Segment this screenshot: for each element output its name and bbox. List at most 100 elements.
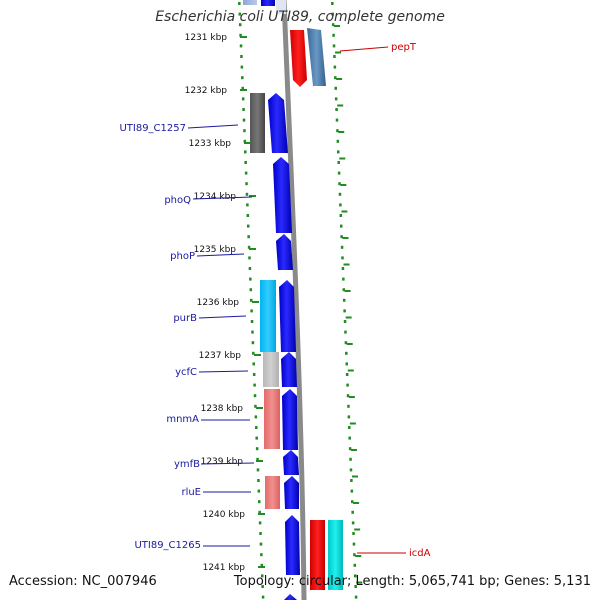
gene-label: rluE: [181, 487, 201, 498]
ruler-tick: [335, 108, 338, 111]
ruler-label: 1236 kbp: [197, 298, 240, 308]
ruler-tick: [248, 256, 251, 260]
ruler-tick-mid: [344, 290, 351, 292]
gene-label: UTI89_C1257: [119, 123, 186, 134]
gene-phoP-feature: [276, 234, 293, 270]
ruler-tick: [260, 563, 264, 567]
ruler-tick: [331, 12, 335, 16]
ruler-tick: [337, 171, 341, 175]
ruler-tick: [348, 447, 352, 451]
ruler-tick: [247, 245, 251, 249]
ruler-label: 1239 kbp: [201, 457, 244, 467]
ruler-tick-mid: [350, 449, 357, 451]
ruler-tick: [257, 489, 261, 493]
ruler-tick: [251, 330, 254, 334]
ruler-tick: [345, 351, 348, 355]
ruler-tick: [337, 161, 340, 164]
ruler-tick: [242, 108, 245, 111]
ruler-tick: [250, 309, 253, 313]
ruler-tick: [261, 585, 264, 588]
cds-feature-a: [268, 93, 288, 153]
gene-ycfC-feature: [263, 352, 279, 387]
ruler-tick-mid: [337, 104, 344, 107]
ruler-tick-mid: [346, 343, 353, 345]
ruler-tick: [241, 97, 245, 101]
ruler-tick: [346, 394, 350, 398]
ruler-tick: [260, 574, 264, 578]
ruler-tick: [352, 532, 355, 535]
ruler-tick-mid: [354, 528, 361, 531]
right-label-lines: [339, 46, 406, 554]
ruler-tick: [334, 86, 337, 90]
ruler-label: 1235 kbp: [194, 245, 237, 255]
cds-feature-e: [284, 476, 299, 509]
ruler-tick: [244, 171, 248, 175]
ruler-label: 1233 kbp: [189, 139, 232, 149]
ruler-tick: [251, 341, 255, 345]
ruler-tick: [245, 182, 248, 186]
ruler-tick: [249, 277, 252, 281]
ruler-tick: [261, 595, 265, 599]
ruler-tick: [341, 267, 345, 270]
ruler-tick-mid: [340, 184, 347, 186]
ruler-tick: [345, 373, 349, 376]
ruler-label: 1237 kbp: [199, 351, 242, 361]
ruler-tick: [246, 224, 250, 228]
ruler-tick: [241, 76, 244, 80]
ruler-tick: [252, 362, 255, 366]
ruler-tick-mid: [352, 475, 359, 478]
ruler-tick-mid: [334, 25, 340, 27]
ruler-tick-mid: [343, 263, 350, 266]
ruler-tick: [244, 150, 247, 154]
ruler-tick: [343, 320, 347, 323]
ruler-tick: [332, 33, 335, 37]
ruler-tick: [240, 65, 244, 69]
gene-label: phoP: [170, 251, 195, 262]
ruler-tick-mid: [348, 396, 355, 398]
ruler-tick-mid: [336, 78, 343, 80]
ruler-tick-mid: [356, 581, 363, 584]
ruler-tick: [247, 235, 250, 239]
gene-label: phoQ: [164, 195, 191, 206]
ruler-tick: [351, 521, 355, 525]
ruler-tick: [349, 468, 353, 472]
ruler-tick: [332, 44, 336, 48]
ruler-tick: [258, 510, 261, 514]
ruler-tick: [348, 426, 351, 429]
ruler-tick: [253, 383, 256, 387]
ruler-tick: [342, 298, 346, 302]
ruler-tick: [248, 267, 252, 270]
gene-purB-feature: [260, 280, 276, 352]
gene-icdA-feature: [310, 520, 325, 590]
ruler-tick-mid: [335, 51, 342, 54]
gene-phoQ-feature: [273, 157, 292, 233]
cds-feature-top-1: [243, 0, 257, 5]
ruler-tick: [256, 468, 260, 472]
ruler-tick: [334, 76, 337, 80]
ruler-tick: [240, 55, 243, 58]
ruler-tick: [259, 532, 262, 535]
ruler-tick: [238, 12, 242, 16]
ruler-tick: [351, 500, 354, 504]
ruler-label: 1238 kbp: [201, 404, 244, 414]
ruler-tick: [331, 23, 335, 27]
ruler-tick: [347, 415, 351, 419]
ruler-tick: [350, 489, 354, 493]
ruler-tick-mid: [347, 369, 354, 372]
ruler-tick: [336, 139, 340, 143]
ruler-tick: [339, 224, 343, 228]
ruler-tick: [339, 203, 342, 207]
ruler-tick: [256, 457, 259, 461]
ruler-label: 1231 kbp: [185, 33, 228, 43]
gene-label: purB: [173, 313, 197, 324]
ruler-tick: [340, 235, 343, 239]
ruler-tick: [259, 542, 263, 546]
ruler-tick: [349, 457, 352, 461]
ruler-tick: [340, 245, 344, 249]
ruler-tick: [241, 86, 244, 90]
ruler-tick-mid: [353, 502, 360, 504]
gene-UTI89_C1257-feature: [250, 93, 265, 153]
ruler-tick-mid: [339, 157, 346, 160]
cds-feature-teal: [328, 520, 343, 590]
map-title: Escherichia coli UTI89, complete genome: [155, 9, 445, 25]
